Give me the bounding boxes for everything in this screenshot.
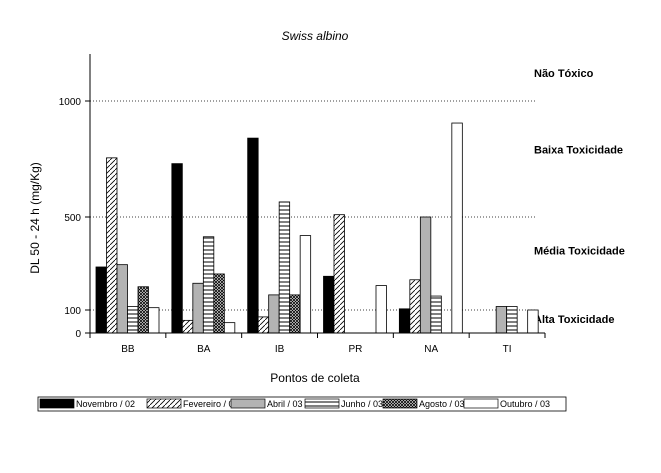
- bar: [333, 214, 345, 334]
- bar: [430, 295, 442, 334]
- x-tick-label: BB: [121, 344, 135, 355]
- chart-title: Swiss albino: [282, 29, 349, 43]
- legend-label: Agosto / 03: [419, 399, 465, 409]
- bar: [137, 286, 149, 334]
- y-ticks: 0 100 500 1000: [59, 97, 90, 340]
- zone-label: Baixa Toxicidade: [534, 145, 623, 157]
- y-tick-label: 500: [64, 213, 81, 224]
- bar: [375, 285, 387, 334]
- legend: Novembro / 02 Fevereiro / 03 Abril / 03 Jun…: [37, 396, 567, 412]
- x-axis-title: Pontos de coleta: [270, 371, 360, 385]
- bar: [495, 306, 508, 334]
- bar: [323, 275, 335, 334]
- zone-label: Média Toxicidade: [534, 246, 625, 258]
- bar: [181, 319, 194, 334]
- bar: [127, 306, 139, 334]
- x-ticks: BB BA IB PR NA TI: [89, 333, 546, 355]
- bar: [398, 308, 411, 334]
- x-tick-label: PR: [348, 344, 362, 355]
- legend-label: Novembro / 02: [76, 399, 135, 409]
- bar: [451, 122, 463, 334]
- legend-swatch: [146, 398, 182, 409]
- bar: [223, 322, 236, 334]
- bar: [527, 309, 539, 334]
- reference-lines: [90, 100, 536, 311]
- bar: [419, 216, 432, 334]
- y-tick-label: 0: [75, 329, 81, 340]
- bar: [116, 264, 128, 334]
- bar: [202, 236, 215, 334]
- legend-label: Fevereiro / 03: [183, 399, 239, 409]
- bar: [278, 201, 291, 334]
- y-tick-label: 1000: [59, 97, 82, 108]
- bar: [299, 235, 312, 334]
- bar: [192, 282, 204, 334]
- zone-label: Alta Toxicidade: [534, 314, 614, 326]
- bar: [257, 316, 270, 334]
- legend-swatch: [230, 398, 266, 409]
- bars: [95, 122, 539, 334]
- y-tick-label: 100: [64, 306, 81, 317]
- zone-label: Não Tóxico: [534, 68, 594, 80]
- bar: [213, 273, 225, 334]
- x-tick-label: TI: [503, 344, 512, 355]
- legend-label: Junho / 03: [341, 399, 383, 409]
- x-tick-label: BA: [197, 344, 211, 355]
- bar: [289, 294, 301, 334]
- legend-swatch: [304, 398, 340, 409]
- bar: [95, 266, 107, 334]
- x-tick-label: IB: [275, 344, 285, 355]
- bar: [247, 137, 259, 334]
- legend-label: Outubro / 03: [500, 399, 550, 409]
- bar: [171, 163, 183, 334]
- bar: [506, 306, 518, 334]
- legend-swatch: [382, 398, 418, 409]
- y-axis-title: DL 50 - 24 h (mg/Kg): [28, 162, 42, 274]
- bar: [409, 279, 421, 334]
- bar: [106, 157, 118, 334]
- legend-swatch: [463, 398, 499, 409]
- bar: [148, 307, 160, 334]
- legend-label: Abril / 03: [267, 399, 303, 409]
- x-tick-label: NA: [424, 344, 438, 355]
- zone-labels: Não Tóxico Baixa Toxicidade Média Toxicida…: [534, 68, 625, 326]
- legend-swatch: [39, 398, 75, 409]
- bar: [268, 294, 280, 334]
